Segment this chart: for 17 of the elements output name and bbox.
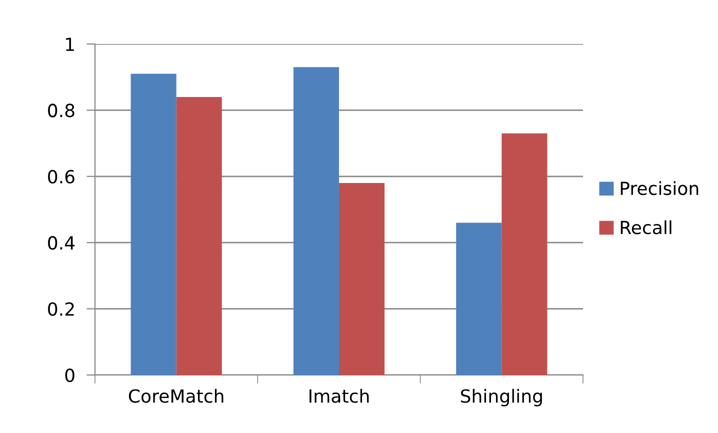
bar <box>456 222 502 375</box>
x-tick-label: Imatch <box>310 388 369 403</box>
legend-label: Recall <box>620 220 672 234</box>
y-tick-label: 0.6 <box>48 170 74 184</box>
legend-label: Precision <box>620 181 698 196</box>
x-tick-label: Shingling <box>460 388 542 406</box>
bar <box>130 74 176 375</box>
y-tick-label: 0.2 <box>48 302 74 316</box>
bar <box>339 183 385 375</box>
bar <box>176 96 222 375</box>
y-tick-label: 0.4 <box>48 236 75 250</box>
bar <box>293 67 339 375</box>
bar <box>502 133 548 375</box>
y-tick-label: 0.8 <box>48 104 74 118</box>
x-tick-label: CoreMatch <box>128 388 224 403</box>
y-tick-label: 1 <box>66 38 74 51</box>
y-tick-label: 0 <box>65 368 74 382</box>
